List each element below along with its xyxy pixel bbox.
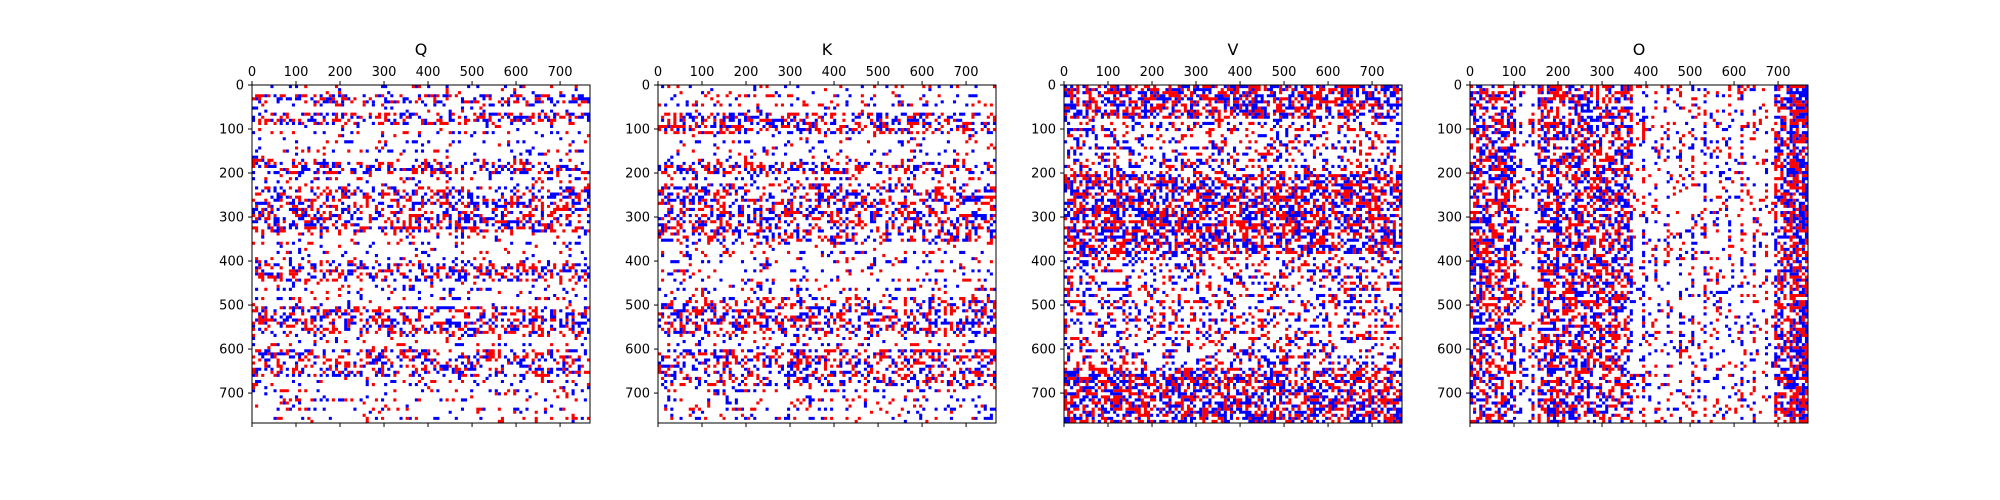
y-tick-label: 700 [625,387,650,402]
y-tick-label: 400 [1437,255,1462,270]
x-tick-label: 0 [654,65,662,80]
chart-title: Q [415,40,428,59]
positive-cells [1470,85,1808,423]
y-tick-label: 400 [625,255,650,270]
y-axis: 0 100 200 300 400 500 600 700 [219,79,252,402]
x-tick-label: 600 [504,65,529,80]
x-tick-label: 100 [284,65,309,80]
heatmap-cells [658,85,996,423]
x-tick-label: 100 [1096,65,1121,80]
negative-cells [1470,85,1808,423]
y-tick-label: 400 [219,255,244,270]
x-tick-label: 200 [328,65,353,80]
y-tick-label: 100 [219,123,244,138]
y-tick-label: 500 [1437,299,1462,314]
x-axis: 0 100 200 300 400 500 600 700 [1060,65,1385,427]
x-tick-label: 300 [1590,65,1615,80]
x-tick-label: 700 [548,65,573,80]
x-tick-label: 300 [778,65,803,80]
x-tick-label: 300 [372,65,397,80]
x-tick-label: 400 [1634,65,1659,80]
heatmap-panel-v: V 0 100 200 300 400 500 600 700 0 100 200 300 400 50… [1031,40,1403,427]
negative-cells [252,85,590,423]
heatmap-panel-o: O 0 100 200 300 400 500 600 700 0 100 200 300 400 50… [1437,40,1809,427]
x-tick-label: 100 [690,65,715,80]
negative-cells [1064,85,1402,423]
y-tick-label: 100 [1031,123,1056,138]
x-tick-label: 200 [1546,65,1571,80]
negative-cells [658,85,996,423]
y-axis: 0 100 200 300 400 500 600 700 [1031,79,1064,402]
y-tick-label: 700 [219,387,244,402]
x-tick-label: 500 [460,65,485,80]
x-tick-label: 0 [1466,65,1474,80]
y-tick-label: 500 [1031,299,1056,314]
y-tick-label: 0 [1454,79,1462,94]
x-axis: 0 100 200 300 400 500 600 700 [248,65,573,427]
y-tick-label: 600 [219,343,244,358]
y-tick-label: 600 [1437,343,1462,358]
y-tick-label: 600 [1031,343,1056,358]
y-tick-label: 700 [1437,387,1462,402]
y-tick-label: 700 [1031,387,1056,402]
y-tick-label: 200 [1031,167,1056,182]
x-tick-label: 700 [954,65,979,80]
x-tick-label: 300 [1184,65,1209,80]
heatmap-cells [1064,85,1402,423]
x-tick-label: 400 [416,65,441,80]
x-tick-label: 0 [248,65,256,80]
chart-title: K [822,40,833,59]
x-tick-label: 600 [1722,65,1747,80]
y-tick-label: 200 [1437,167,1462,182]
x-tick-label: 500 [866,65,891,80]
x-tick-label: 700 [1766,65,1791,80]
y-tick-label: 0 [642,79,650,94]
chart-title: O [1633,40,1646,59]
y-tick-label: 300 [219,211,244,226]
heatmap-panel-k: K 0 100 200 300 400 500 600 700 0 100 200 300 400 50… [625,40,997,427]
plot-frame [1063,84,1403,424]
y-tick-label: 200 [625,167,650,182]
x-tick-label: 100 [1502,65,1527,80]
x-tick-label: 400 [1228,65,1253,80]
x-tick-label: 200 [734,65,759,80]
chart-title: V [1228,40,1239,59]
y-tick-label: 500 [625,299,650,314]
heatmap-cells [252,85,590,423]
y-tick-label: 300 [1031,211,1056,226]
plot-frame [251,84,591,424]
x-tick-label: 700 [1360,65,1385,80]
y-tick-label: 300 [625,211,650,226]
y-tick-label: 600 [625,343,650,358]
x-tick-label: 400 [822,65,847,80]
x-tick-label: 200 [1140,65,1165,80]
x-tick-label: 600 [1316,65,1341,80]
heatmap-panel-q: Q 0 100 200 300 400 500 600 700 0 100 200 300 400 50… [219,40,591,427]
x-tick-label: 0 [1060,65,1068,80]
y-tick-label: 0 [236,79,244,94]
x-tick-label: 500 [1678,65,1703,80]
x-tick-label: 500 [1272,65,1297,80]
heatmap-cells [1470,85,1808,423]
positive-cells [658,85,996,423]
x-axis: 0 100 200 300 400 500 600 700 [654,65,979,427]
y-axis: 0 100 200 300 400 500 600 700 [1437,79,1470,402]
y-axis: 0 100 200 300 400 500 600 700 [625,79,658,402]
x-tick-label: 600 [910,65,935,80]
plot-frame [1469,84,1809,424]
y-tick-label: 200 [219,167,244,182]
y-tick-label: 300 [1437,211,1462,226]
y-tick-label: 100 [1437,123,1462,138]
x-axis: 0 100 200 300 400 500 600 700 [1466,65,1791,427]
y-tick-label: 500 [219,299,244,314]
y-tick-label: 100 [625,123,650,138]
plot-frame [657,84,997,424]
y-tick-label: 400 [1031,255,1056,270]
y-tick-label: 0 [1048,79,1056,94]
